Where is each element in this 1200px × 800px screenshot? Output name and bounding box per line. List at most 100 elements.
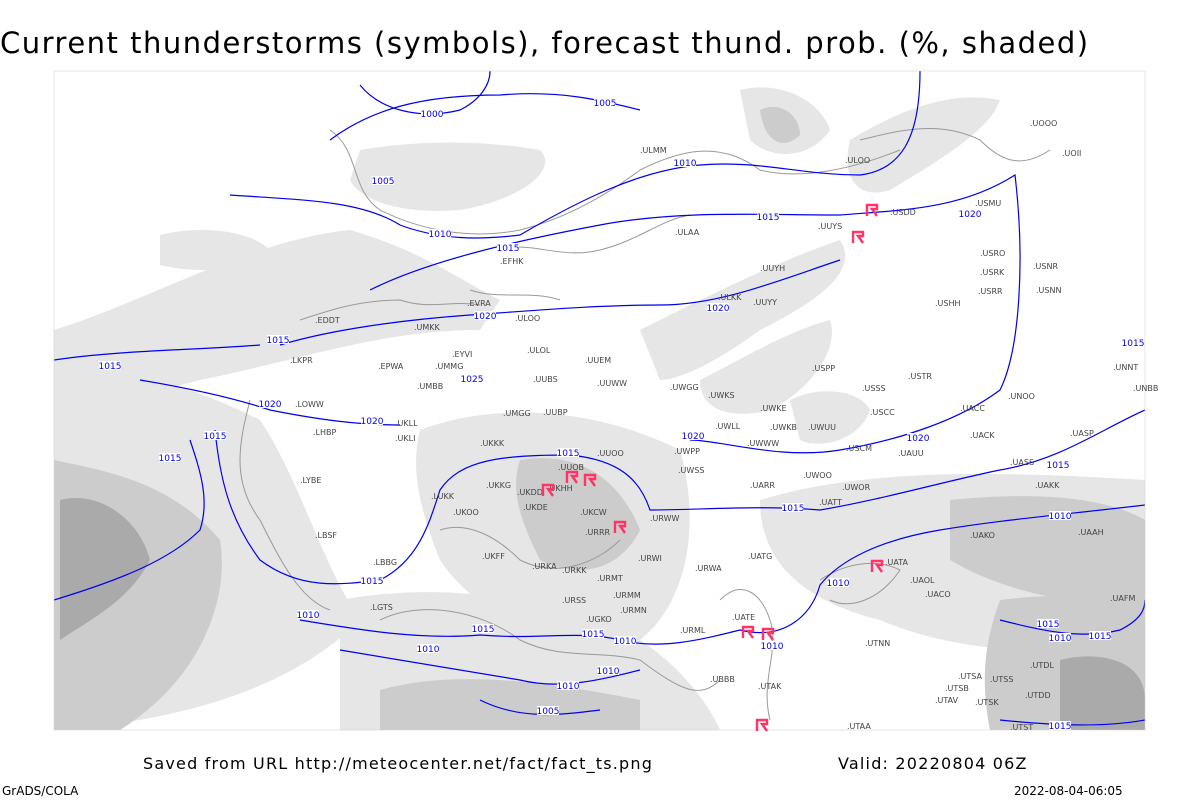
generated-timestamp: 2022-08-04-06:05 (1014, 784, 1123, 798)
station-label: .UAKO (970, 531, 995, 540)
isobar-label-bg (267, 335, 289, 344)
station-label: .UUBP (543, 408, 568, 417)
station-label: .EVRA (467, 299, 491, 308)
station-label: .UOOO (1030, 119, 1057, 128)
probability-area (160, 230, 270, 270)
station-label: .USRK (980, 268, 1005, 277)
isobar-label-bg (429, 229, 451, 238)
isobar-label: 1000 (421, 110, 444, 120)
isobar-label-bg (361, 576, 383, 585)
station-label: .UTSB (945, 684, 969, 693)
isobar-line (359, 71, 491, 115)
station-label: .UWLL (715, 422, 741, 431)
station-label: .USDD (890, 208, 916, 217)
station-label: .USRO (980, 249, 1005, 258)
station-label: .USMU (975, 199, 1001, 208)
coastline (719, 589, 774, 721)
station-label: .UTDL (1030, 661, 1054, 670)
coastline (299, 299, 481, 321)
isobar-label-bg (537, 706, 559, 715)
probability-area (950, 496, 1145, 603)
isobar-label-bg (1037, 619, 1059, 628)
station-label: .UMMG (435, 362, 463, 371)
isobar-label-bg (907, 433, 929, 442)
isobar-label: 1005 (537, 707, 560, 717)
station-label: .UWKE (760, 404, 787, 413)
isobar-label: 1015 (99, 362, 122, 372)
station-label: .LHBP (313, 428, 337, 437)
isobar-line (54, 344, 261, 361)
station-label: .UAAH (1078, 528, 1104, 537)
station-label: .LKPR (290, 356, 313, 365)
isobar-label-bg (782, 503, 804, 512)
isobar-label-bg (1049, 511, 1071, 520)
coastline (469, 289, 561, 301)
station-label: .UWSS (678, 466, 704, 475)
station-label: .EDDT (315, 316, 340, 325)
station-label: .UAFM (1110, 594, 1135, 603)
station-label: .URMM (613, 591, 641, 600)
isobar-label-bg (557, 681, 579, 690)
isobar-label: 1005 (372, 177, 395, 187)
station-label: .UKDE (523, 503, 548, 512)
station-label: .URML (680, 626, 706, 635)
station-label: .UAKK (1035, 481, 1060, 490)
isobar-label-bg (297, 610, 319, 619)
isobar-label-bg (361, 416, 383, 425)
station-label: .ULOO (845, 156, 870, 165)
isobar-label: 1010 (674, 159, 697, 169)
isobar-label-bg (99, 361, 121, 370)
station-label: .UUYH (760, 264, 785, 273)
valid-time: Valid: 20220804 06Z (838, 754, 1028, 773)
probability-area (760, 106, 800, 143)
station-label: .UAOL (910, 576, 935, 585)
station-label: .UTNN (865, 639, 890, 648)
thunderstorm-symbol-icon (741, 625, 755, 639)
station-label: .UTAK (758, 682, 782, 691)
probability-area (350, 142, 546, 211)
thunderstorm-symbol-icon (851, 230, 865, 244)
thunderstorm-symbol-icon (613, 520, 627, 534)
station-label: .UWKS (708, 391, 735, 400)
station-label: .USRR (978, 287, 1003, 296)
station-label: .LBBG (373, 558, 397, 567)
station-label: .UNNT (1113, 363, 1138, 372)
station-label: .USCC (870, 408, 895, 417)
station-label: .USSS (862, 384, 886, 393)
isobar-label-bg (1049, 721, 1071, 730)
station-label: .URSS (562, 596, 586, 605)
station-label: .UMGG (503, 409, 531, 418)
isobar-label: 1015 (497, 244, 520, 254)
station-label: .UMBB (417, 382, 443, 391)
isobar-label: 1010 (297, 611, 320, 621)
station-label: .ULAA (675, 228, 700, 237)
station-label: .UOII (1062, 149, 1081, 158)
probability-shading (54, 71, 1145, 730)
isobar-label-bg (474, 311, 496, 320)
coastline (379, 609, 721, 691)
map-title: Current thunderstorms (symbols), forecas… (0, 26, 1090, 60)
coastline (499, 214, 691, 254)
probability-area (640, 240, 846, 380)
station-label: .UACK (970, 431, 995, 440)
station-label: .UUWW (597, 379, 627, 388)
station-label: .UKKK (480, 439, 505, 448)
isobar-label: 1010 (1049, 634, 1072, 644)
station-label: .UTAV (935, 696, 959, 705)
station-label: .URWA (695, 564, 722, 573)
station-label: .UWPP (674, 447, 700, 456)
station-label: .UTSA (958, 672, 983, 681)
station-label: .UATT (819, 498, 842, 507)
isobar-label-bg (1047, 460, 1069, 469)
station-label: .URMN (620, 606, 647, 615)
isobar-label: 1020 (361, 417, 384, 427)
isobar-label-bg (497, 243, 519, 252)
isobar-line (214, 409, 1145, 585)
isobar-label: 1010 (597, 667, 620, 677)
station-label: .ULOO (515, 314, 540, 323)
station-label: .UWUU (808, 423, 836, 432)
station-label: .URWI (638, 554, 662, 563)
isobar-label: 1005 (594, 99, 617, 109)
station-label: .URRR (585, 528, 611, 537)
